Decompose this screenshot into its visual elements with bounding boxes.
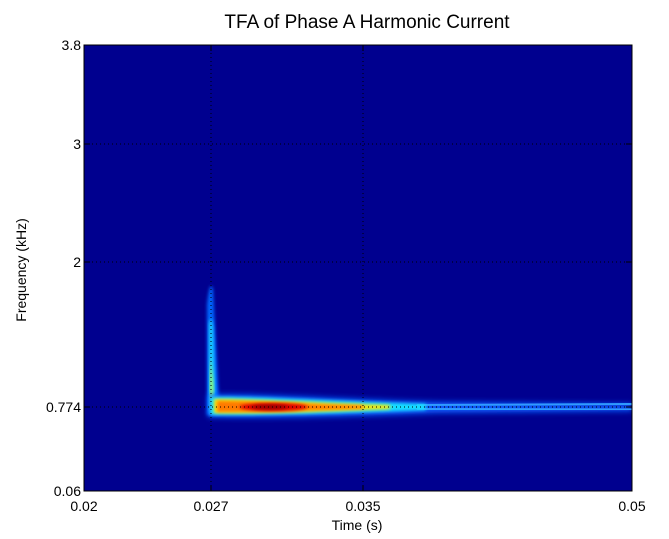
y-tick-label: 0.774: [46, 399, 81, 415]
y-tick-label: 3: [73, 136, 81, 152]
x-axis-label: Time (s): [332, 517, 383, 533]
plot-frame: [83, 44, 633, 492]
y-tick-label: 0.06: [54, 483, 81, 499]
chart-title: TFA of Phase A Harmonic Current: [224, 12, 510, 33]
x-tick-label: 0.02: [70, 498, 97, 514]
plot-area: [84, 45, 632, 491]
y-axis-label: Frequency (kHz): [13, 218, 29, 321]
heatmap-layer: [207, 286, 632, 418]
x-tick-label: 0.027: [193, 498, 228, 514]
ridge-tail-upper: [416, 403, 632, 406]
y-tick-label: 3.8: [62, 37, 82, 53]
x-axis: 0.02 0.027 0.035 0.05: [70, 45, 646, 514]
ridge-tail-lower: [416, 408, 632, 410]
ridge-peak-core: [251, 404, 288, 410]
x-tick-label: 0.035: [345, 498, 380, 514]
y-axis: 0.06 0.774 2 3 3.8: [46, 37, 632, 499]
y-tick-label: 2: [73, 254, 81, 270]
grid-lines: [84, 45, 632, 491]
x-tick-label: 0.05: [618, 498, 645, 514]
